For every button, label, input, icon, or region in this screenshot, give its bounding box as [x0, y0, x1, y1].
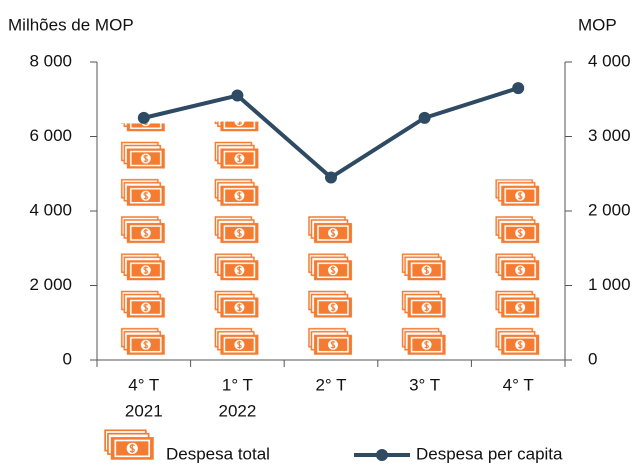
line-marker: [418, 111, 431, 124]
y-tick-label: 4 000: [29, 200, 72, 219]
x-tick-label: 1° T: [222, 375, 253, 394]
y-tick-label: 0: [63, 349, 72, 368]
line: [143, 86, 519, 180]
x-tick-label: 4° T: [128, 375, 159, 394]
legend-label: Despesa per capita: [416, 444, 563, 463]
y2-tick-label: 3 000: [588, 126, 631, 145]
y2-axis-title: MOP: [578, 15, 617, 34]
x-tick-label: 2° T: [315, 375, 346, 394]
line-marker: [137, 111, 150, 124]
pictograph-bar: [117, 123, 170, 361]
x-tick-label: 2022: [218, 401, 256, 420]
pictograph-bar: [211, 121, 264, 360]
y2-tick-label: 1 000: [588, 275, 631, 294]
pictograph-bar: [492, 179, 545, 360]
line-marker: [512, 82, 525, 95]
x-tick-label: 4° T: [503, 375, 534, 394]
y2-tick-label: 2 000: [588, 200, 631, 219]
legend-marker: [376, 449, 388, 461]
y2-tick-label: 4 000: [588, 51, 631, 70]
pictograph-bar: [305, 214, 357, 360]
y-tick-label: 8 000: [29, 51, 72, 70]
x-tick-label: 3° T: [409, 375, 440, 394]
y-axis-title: Milhões de MOP: [8, 15, 134, 34]
line-marker: [231, 89, 244, 102]
y-tick-label: 2 000: [29, 275, 72, 294]
pictograph-bar: [398, 250, 451, 360]
legend-label: Despesa total: [166, 444, 270, 463]
x-tick-label: 2021: [125, 401, 163, 420]
y-tick-label: 6 000: [29, 126, 72, 145]
y2-tick-label: 0: [588, 349, 597, 368]
legend-icon: [104, 429, 155, 461]
line-marker: [325, 171, 337, 184]
